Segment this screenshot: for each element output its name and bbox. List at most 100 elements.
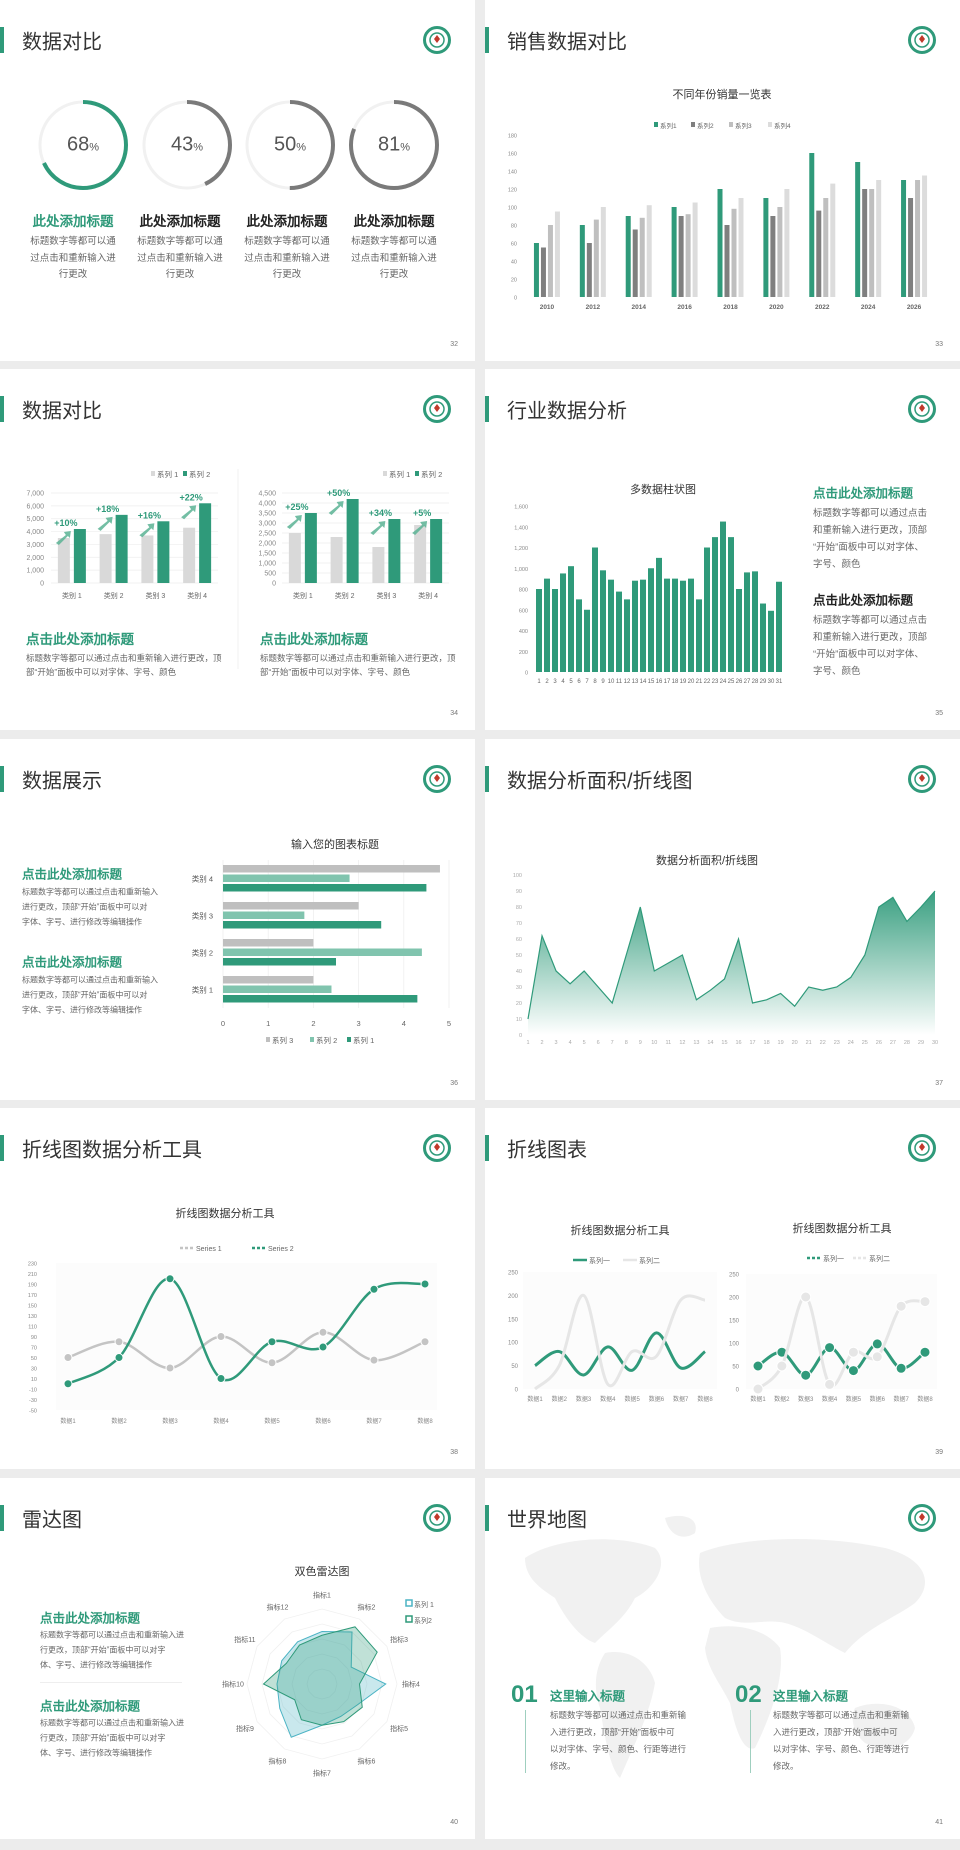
x-tick-label: 30: [768, 679, 775, 685]
slide-38[interactable]: 折线图数据分析工具 折线图数据分析工具 Series 1 Series 2 -50 -3…: [0, 1108, 475, 1469]
y-tick-label: 40: [516, 969, 522, 975]
chart-title: 折线图数据分析工具: [793, 1221, 892, 1235]
chart-title: 折线图数据分析工具: [176, 1206, 275, 1220]
x-tick-label: 28: [752, 679, 759, 685]
bar: [744, 572, 750, 672]
bar: [823, 198, 829, 297]
world-map: [525, 1515, 925, 1778]
bar: [223, 911, 305, 919]
x-tick-label: 数据2: [111, 1417, 127, 1425]
data-point: [895, 1362, 907, 1374]
y-tick-label: 600: [519, 608, 528, 614]
item-desc: 标题数字等都可以通: [244, 236, 330, 247]
x-tick-label: 5: [583, 1040, 586, 1046]
y-tick-label: 110: [28, 1325, 37, 1331]
data-point: [871, 1351, 883, 1363]
growth-arrow-icon: [55, 531, 71, 545]
x-tick-label: 21: [806, 1040, 812, 1046]
block-number: 02: [735, 1681, 762, 1708]
donut-progress: [38, 100, 128, 190]
slide-32[interactable]: 数据对比 68% 43% 50% 81% 此处添加标题 此处添加标题 此处添加标…: [0, 0, 475, 361]
x-tick-label: 2014: [631, 304, 646, 311]
x-tick-label: 1: [537, 679, 541, 685]
y-tick-label: -10: [29, 1388, 37, 1394]
legend-swatch: [415, 471, 419, 476]
block-desc: 和重新输入进行更改，顶部: [813, 525, 928, 536]
x-tick-label: 27: [890, 1040, 896, 1046]
y-tick-label: 0: [272, 581, 276, 588]
bar: [592, 547, 598, 672]
x-tick-label: 5: [569, 679, 573, 685]
y-tick-label: 类别 1: [192, 985, 213, 995]
bar: [671, 207, 677, 297]
y-tick-label: 50: [511, 1364, 518, 1370]
data-point: [824, 1342, 836, 1354]
x-tick-label: 20: [688, 679, 695, 685]
bar: [554, 211, 560, 297]
slide-37[interactable]: 数据分析面积/折线图 数据分析面积/折线图 0 10 20 30 40 50 60 70 80 90…: [485, 739, 960, 1100]
growth-arrow-icon: [97, 516, 113, 531]
comparison-bar-charts: 系列 1 系列 2 0 1,000 2,000 3,000 4,000 5,000 6,000 7…: [26, 469, 449, 669]
x-tick-label: 数据8: [917, 1395, 933, 1403]
horizontal-bar-chart: 输入您的图表标题 0 1 2 3 4 5 类别 1 类别 2 类别 3 类别 4 系列 3 系列 2 系列…: [192, 837, 451, 1045]
legend-label: 系列 2: [421, 469, 442, 479]
logo-icon: [908, 1134, 936, 1162]
data-point: [369, 1355, 379, 1365]
legend-label: 系列2: [414, 1616, 432, 1625]
data-point: [752, 1360, 764, 1372]
bar: [738, 198, 744, 297]
x-tick-label: 数据2: [552, 1395, 568, 1403]
bar: [876, 180, 882, 297]
donut-progress: [349, 100, 439, 190]
bar: [777, 207, 783, 297]
item-desc: 过点击和重新输入进: [244, 253, 330, 264]
logo-icon: [908, 1504, 936, 1532]
block-title: 点击此处添加标题: [260, 632, 368, 647]
chart-title: 多数据柱状图: [630, 482, 696, 496]
y-tick-label: 类别 4: [192, 874, 213, 884]
data-point: [114, 1337, 124, 1347]
x-tick-label: 20: [792, 1040, 798, 1046]
slide-35[interactable]: 行业数据分析 多数据柱状图 0 200 400 600 800 1,000 1,200 1,40…: [485, 369, 960, 730]
slide-36[interactable]: 数据展示 输入您的图表标题 0 1 2 3 4 5 类别 1 类别 2 类别 3 类别 4 系列 3 系…: [0, 739, 475, 1100]
slide-33[interactable]: 销售数据对比 不同年份销量一览表 系列1 系列2 系列3 系列4 0 20 40 60 80 100…: [485, 0, 960, 361]
y-tick-label: 500: [264, 571, 276, 578]
slide-title: 行业数据分析: [507, 400, 627, 423]
slide-41[interactable]: 世界地图 01 这里输入标题 标题数字等都可以通过点击和重新输 入进行更改，顶部…: [485, 1478, 960, 1839]
logo-icon: [423, 765, 451, 793]
x-tick-label: 2022: [815, 304, 830, 311]
x-tick-label: 28: [904, 1040, 910, 1046]
x-tick-label: 2010: [540, 304, 555, 311]
y-tick-label: 3,000: [258, 521, 276, 528]
slide-40[interactable]: 雷达图 双色雷达图 指标1 指标2 指标3 指标4 指标5 指标6 指标7 指标8 指标9 指标10…: [0, 1478, 475, 1839]
slide-title: 折线图数据分析工具: [22, 1139, 202, 1162]
growth-label: +22%: [179, 492, 202, 502]
legend-swatch: [383, 471, 387, 476]
bar: [688, 578, 694, 672]
bar: [346, 499, 359, 583]
block-title: 点击此处添加标题: [26, 632, 134, 647]
growth-label: +10%: [54, 518, 77, 528]
bar: [115, 514, 128, 583]
bar: [593, 219, 599, 297]
block-title: 点击此处添加标题: [40, 1699, 141, 1714]
bar: [696, 599, 702, 672]
slide-34[interactable]: 数据对比 系列 1 系列 2 0 1,000 2,000 3,000 4,000 5,000 6…: [0, 369, 475, 730]
y-tick-label: 1,000: [514, 567, 528, 573]
donut-charts: [38, 100, 439, 190]
y-tick-label: 90: [516, 889, 522, 895]
slide-title: 数据对比: [22, 400, 102, 423]
y-tick-label: 90: [31, 1335, 37, 1341]
bar: [901, 180, 907, 297]
y-tick-label: 400: [519, 629, 528, 635]
item-title: 此处添加标题: [139, 214, 221, 229]
radar-axis-label: 指标8: [269, 1757, 287, 1766]
x-tick-label: 2026: [907, 304, 922, 311]
x-tick-label: 15: [721, 1040, 727, 1046]
percent-value: 81%: [377, 133, 411, 156]
block-desc: 字体、字号、进行修改等编辑操作: [22, 1005, 142, 1015]
radar-series: [262, 1626, 378, 1726]
slide-39[interactable]: 折线图表 折线图数据分析工具 系列一 系列二 0 50 100 150 200 250 数据1 数据…: [485, 1108, 960, 1469]
y-tick-label: 4,000: [258, 501, 276, 508]
y-tick-label: 160: [508, 152, 517, 158]
